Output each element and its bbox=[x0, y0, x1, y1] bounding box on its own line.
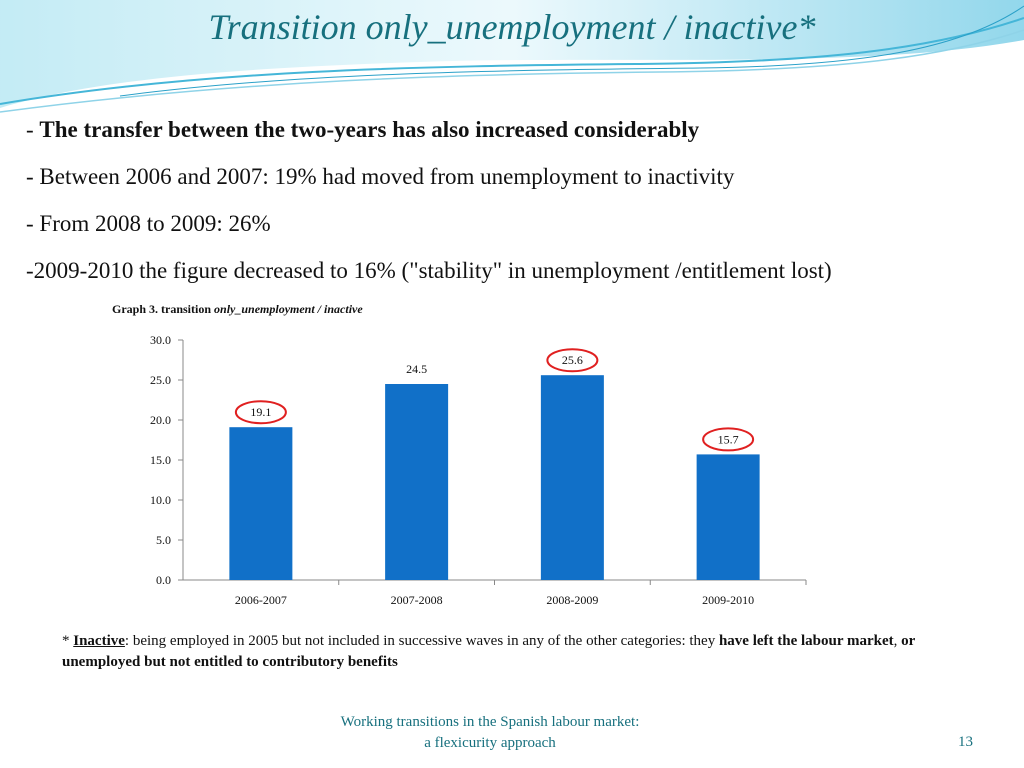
header-wave-decoration bbox=[0, 0, 1024, 113]
bullet-2-prefix: - bbox=[26, 164, 40, 189]
footer-text: Working transitions in the Spanish labou… bbox=[0, 712, 980, 754]
bullet-list: - The transfer between the two-years has… bbox=[26, 106, 1006, 294]
bullet-1-prefix: - bbox=[26, 117, 40, 142]
highlight-circle bbox=[702, 427, 755, 452]
bullet-3-prefix: - bbox=[26, 211, 40, 236]
bullet-1-text: The transfer between the two-years has a… bbox=[39, 117, 700, 142]
bullet-3-text: From 2008 to 2009: 26% bbox=[39, 211, 271, 236]
data-label: 19.1 bbox=[250, 405, 271, 419]
x-tick-label: 2006-2007 bbox=[235, 593, 287, 607]
footer-line-2: a flexicurity approach bbox=[424, 735, 556, 751]
bullet-4-text: 2009-2010 the figure decreased to 16% ("… bbox=[33, 258, 832, 283]
footnote-sep: , bbox=[893, 633, 902, 649]
bar bbox=[385, 384, 449, 580]
y-tick-label: 5.0 bbox=[156, 533, 171, 547]
highlight-circle bbox=[234, 400, 287, 425]
x-tick-label: 2008-2009 bbox=[546, 593, 598, 607]
graph-caption-italic: only_unemployment / inactive bbox=[214, 302, 363, 316]
bullet-4: -2009-2010 the figure decreased to 16% (… bbox=[26, 247, 1006, 294]
footnote-term: Inactive bbox=[73, 633, 125, 649]
bullet-1: - The transfer between the two-years has… bbox=[26, 106, 1006, 153]
bar bbox=[540, 375, 604, 580]
graph-caption: Graph 3. transition only_unemployment / … bbox=[112, 302, 363, 317]
page-number: 13 bbox=[958, 734, 973, 750]
data-label: 24.5 bbox=[406, 362, 427, 376]
y-tick-label: 15.0 bbox=[150, 453, 171, 467]
y-tick-label: 0.0 bbox=[156, 573, 171, 587]
highlight-circle bbox=[546, 348, 599, 373]
bullet-2-text: Between 2006 and 2007: 19% had moved fro… bbox=[39, 164, 735, 189]
bar bbox=[696, 454, 760, 580]
bar bbox=[229, 427, 293, 580]
bullet-3: - From 2008 to 2009: 26% bbox=[26, 200, 1006, 247]
y-tick-label: 30.0 bbox=[150, 333, 171, 347]
data-label: 25.6 bbox=[562, 353, 583, 367]
footnote-star: * bbox=[62, 633, 74, 649]
graph-caption-prefix: Graph 3. transition bbox=[112, 302, 215, 316]
footnote-text: : being employed in 2005 but not include… bbox=[124, 633, 719, 649]
bullet-4-prefix: - bbox=[26, 258, 34, 283]
footnote-bold-1: have left the labour market bbox=[718, 633, 894, 649]
x-tick-label: 2007-2008 bbox=[391, 593, 443, 607]
footer-line-1: Working transitions in the Spanish labou… bbox=[340, 714, 640, 730]
slide-title: Transition only_unemployment / inactive* bbox=[208, 7, 816, 47]
bullet-2: - Between 2006 and 2007: 19% had moved f… bbox=[26, 153, 1006, 200]
footnote-bold-2: or unemployed but not entitled to contri… bbox=[62, 633, 916, 670]
x-tick-label: 2009-2010 bbox=[702, 593, 754, 607]
y-tick-label: 20.0 bbox=[150, 413, 171, 427]
footnote: * Inactive: being employed in 2005 but n… bbox=[62, 631, 982, 673]
y-tick-label: 25.0 bbox=[150, 373, 171, 387]
y-tick-label: 10.0 bbox=[150, 493, 171, 507]
data-label: 15.7 bbox=[718, 432, 739, 446]
